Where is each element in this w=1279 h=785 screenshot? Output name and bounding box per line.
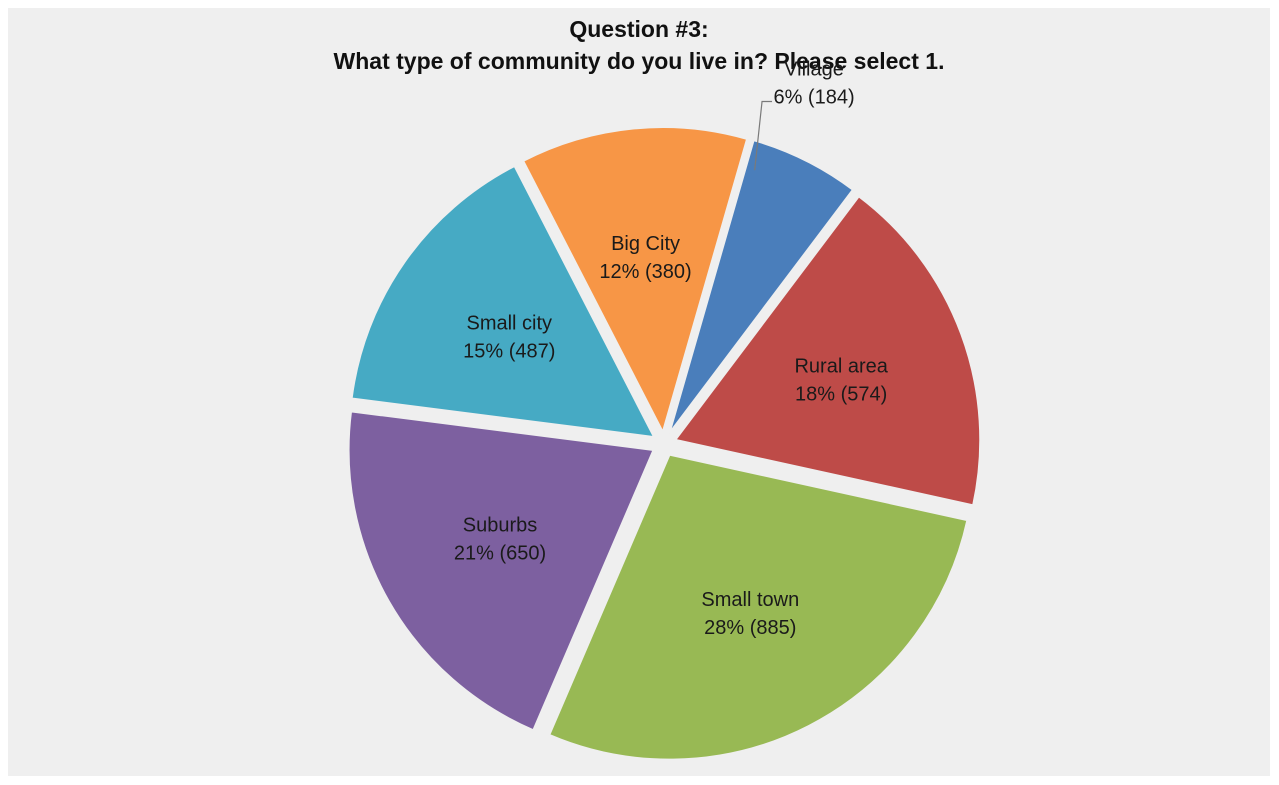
slice-label-value-suburbs: 21% (650) — [454, 543, 546, 565]
slice-label-value-small-town: 28% (885) — [704, 617, 796, 639]
slice-label-name-small-city: Small city — [466, 313, 552, 335]
slice-label-name-suburbs: Suburbs — [463, 515, 538, 537]
slice-label-name-small-town: Small town — [701, 589, 799, 611]
slice-label-value-big-city: 12% (380) — [599, 261, 691, 283]
chart-title-line-1: Question #3: — [569, 16, 709, 42]
slice-label-value-village: 6% (184) — [773, 87, 854, 109]
leader-line-village — [754, 100, 773, 171]
chart-frame: Question #3: What type of community do y… — [8, 8, 1270, 776]
slice-label-name-rural-area: Rural area — [794, 355, 888, 377]
pie-slice-suburbs — [347, 410, 656, 732]
chart-title-line-2: What type of community do you live in? P… — [333, 48, 945, 74]
pie-slice-small-city — [350, 164, 656, 439]
pie-slice-rural-area — [673, 194, 982, 507]
slice-label-value-small-city: 15% (487) — [463, 341, 555, 363]
pie-slice-village — [668, 138, 855, 434]
pie-slice-big-city — [521, 126, 749, 435]
slice-label-name-village: Village — [784, 59, 844, 81]
slice-label-name-big-city: Big City — [611, 233, 680, 255]
slice-label-value-rural-area: 18% (574) — [795, 383, 887, 405]
pie-slice-small-town — [547, 453, 969, 761]
pie-chart: Village 6% (184) Rural area 18% (574) Small … — [347, 59, 982, 761]
